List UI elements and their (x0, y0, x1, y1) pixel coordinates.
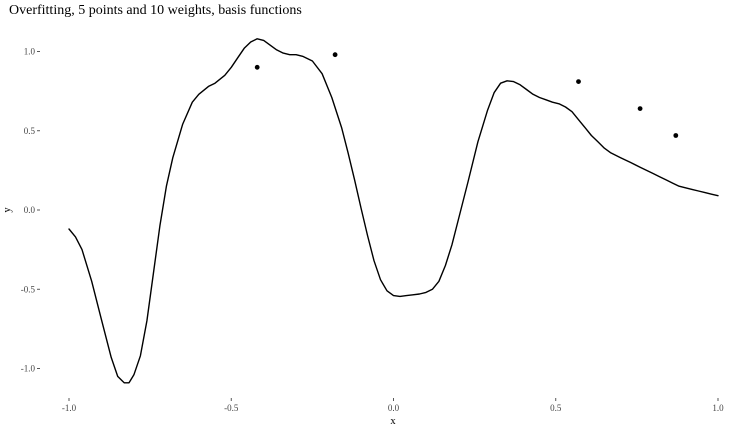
x-tick-label: 0.5 (550, 403, 562, 413)
fitted-curve (68, 38, 719, 384)
data-point (332, 52, 338, 58)
x-tick-label: -1.0 (62, 403, 77, 413)
x-tick-label: 1.0 (712, 403, 724, 413)
x-tick-label: -0.5 (224, 403, 239, 413)
x-axis: -1.0 -0.5 0.0 0.5 1.0 (62, 398, 724, 413)
y-tick-label: 1.0 (24, 47, 36, 57)
y-axis-label: y (2, 207, 13, 213)
y-tick-label: 0.5 (24, 126, 36, 136)
y-tick-label: -0.5 (21, 284, 36, 294)
data-point (254, 64, 260, 70)
data-point (673, 133, 679, 138)
chart-title: Overfitting, 5 points and 10 weights, ba… (9, 3, 302, 18)
data-point (576, 79, 581, 84)
data-point (637, 106, 643, 111)
x-axis-label: x (390, 416, 396, 427)
plot-area (68, 38, 719, 384)
x-tick-label: 0.0 (388, 403, 400, 413)
y-axis: -1.0 -0.5 0.0 0.5 1.0 (21, 47, 40, 374)
y-tick-label: 0.0 (24, 205, 36, 215)
y-tick-label: -1.0 (21, 364, 36, 374)
